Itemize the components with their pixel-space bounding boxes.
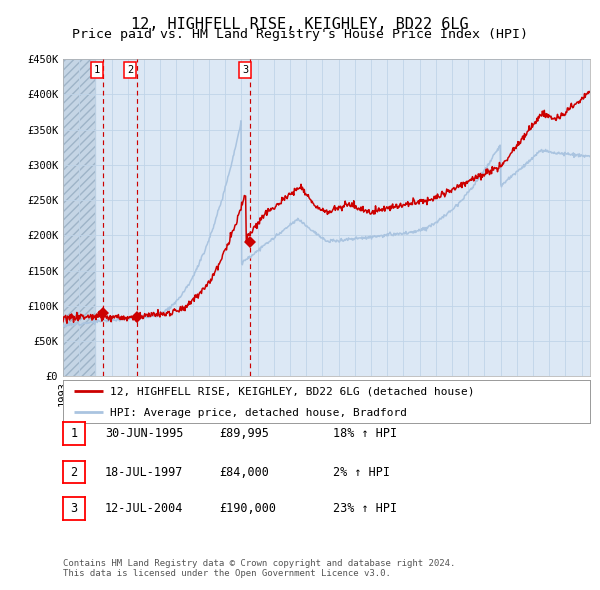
Bar bbox=[63, 59, 95, 376]
Text: Price paid vs. HM Land Registry's House Price Index (HPI): Price paid vs. HM Land Registry's House … bbox=[72, 28, 528, 41]
Text: Contains HM Land Registry data © Crown copyright and database right 2024.: Contains HM Land Registry data © Crown c… bbox=[63, 559, 455, 568]
Text: This data is licensed under the Open Government Licence v3.0.: This data is licensed under the Open Gov… bbox=[63, 569, 391, 578]
Text: 12, HIGHFELL RISE, KEIGHLEY, BD22 6LG: 12, HIGHFELL RISE, KEIGHLEY, BD22 6LG bbox=[131, 17, 469, 31]
Text: 18% ↑ HPI: 18% ↑ HPI bbox=[333, 427, 397, 440]
Text: 18-JUL-1997: 18-JUL-1997 bbox=[105, 466, 184, 478]
Text: 1: 1 bbox=[70, 427, 77, 440]
Text: 30-JUN-1995: 30-JUN-1995 bbox=[105, 427, 184, 440]
Text: 12-JUL-2004: 12-JUL-2004 bbox=[105, 502, 184, 515]
Text: 2% ↑ HPI: 2% ↑ HPI bbox=[333, 466, 390, 478]
Text: 12, HIGHFELL RISE, KEIGHLEY, BD22 6LG (detached house): 12, HIGHFELL RISE, KEIGHLEY, BD22 6LG (d… bbox=[110, 386, 475, 396]
Text: HPI: Average price, detached house, Bradford: HPI: Average price, detached house, Brad… bbox=[110, 408, 407, 418]
Bar bbox=[63, 59, 95, 376]
Text: 2: 2 bbox=[127, 65, 133, 75]
Text: £84,000: £84,000 bbox=[219, 466, 269, 478]
Text: £190,000: £190,000 bbox=[219, 502, 276, 515]
Text: £89,995: £89,995 bbox=[219, 427, 269, 440]
Text: 2: 2 bbox=[70, 466, 77, 478]
Text: 1: 1 bbox=[94, 65, 100, 75]
Text: 23% ↑ HPI: 23% ↑ HPI bbox=[333, 502, 397, 515]
Text: 3: 3 bbox=[242, 65, 248, 75]
Text: 3: 3 bbox=[70, 502, 77, 515]
